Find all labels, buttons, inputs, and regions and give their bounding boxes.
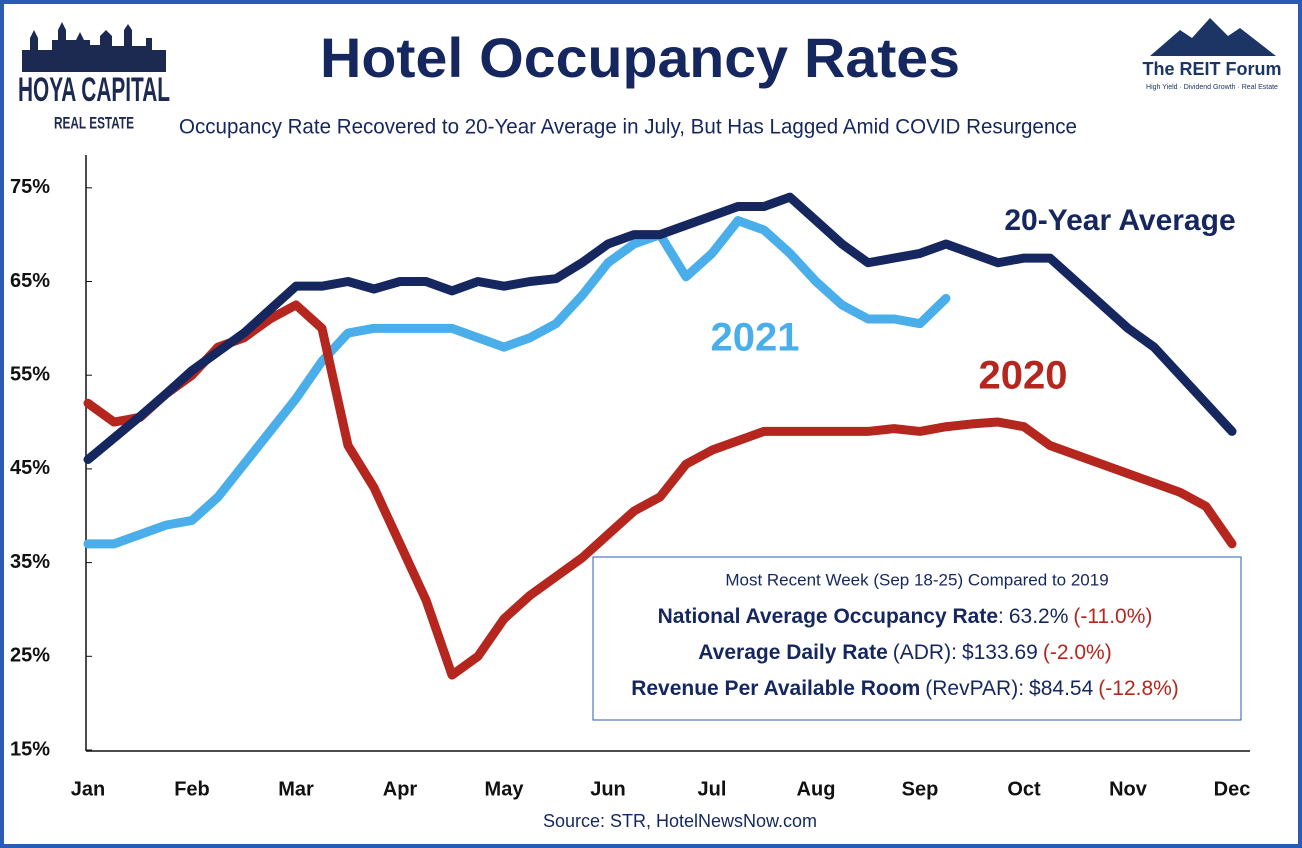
y-tick-label: 25% [10,645,50,667]
x-tick-label: Jun [590,778,626,800]
series-label: 20-Year Average [1004,204,1235,237]
info-label: Revenue Per Available Room [631,677,920,700]
mountains [1150,18,1276,56]
info-heading: Most Recent Week (Sep 18-25) Compared to… [725,570,1108,589]
x-tick-label: Nov [1109,778,1148,800]
x-tick-label: Mar [278,778,314,800]
x-tick-label: May [485,778,525,800]
x-tick-label: Feb [174,778,210,800]
logo-subtext: High Yield · Dividend Growth · Real Esta… [1146,84,1278,91]
y-tick-label: 75% [10,176,50,198]
right-logo: The REIT Forum High Yield · Dividend Gro… [1143,18,1282,91]
source: Source: STR, HotelNewsNow.com [543,811,817,831]
info-value: 63.2% [1009,605,1069,628]
chart-subtitle: Occupancy Rate Recovered to 20-Year Aver… [179,116,1077,139]
x-tick-label: Dec [1214,778,1251,800]
info-row: Revenue Per Available Room (RevPAR): $84.5… [631,677,1179,700]
info-note: (ADR): [893,641,957,664]
info-value: $84.54 [1029,677,1094,700]
x-tick-label: Apr [383,778,418,800]
series-label: 2020 [979,354,1068,398]
info-box-frame [592,556,1242,721]
x-tick-label: Jan [71,778,105,800]
info-change: (-11.0%) [1073,605,1152,628]
info-row: National Average Occupancy Rate: 63.2% (-1… [658,605,1153,628]
chart-title: Hotel Occupancy Rates [320,26,960,89]
info-row: Average Daily Rate (ADR): $133.69 (-2.0%) [698,641,1111,664]
info-label: National Average Occupancy Rate [658,605,998,628]
info-label: Average Daily Rate [698,641,887,664]
x-tick-label: Aug [797,778,836,800]
series-line [83,216,951,549]
info-value: $133.69 [962,641,1038,664]
logo-subtext: REAL ESTATE [54,113,134,132]
y-tick-label: 65% [10,270,50,292]
info-note: (RevPAR): [925,677,1024,700]
y-tick-label: 35% [10,551,50,573]
x-tick-label: Jul [698,778,727,800]
info-change: (-2.0%) [1043,641,1112,664]
y-tick-label: 45% [10,457,50,479]
info-change: (-12.8%) [1098,677,1179,700]
series-line [83,192,1237,465]
y-tick-label: 55% [10,363,50,385]
skyline [22,22,166,72]
x-tick-label: Sep [902,778,939,800]
series-line [83,300,1237,680]
info-box: Most Recent Week (Sep 18-25) Compared to… [592,556,1242,721]
x-tick-label: Oct [1007,778,1041,800]
info-note: : [998,605,1004,628]
logo-text: The REIT Forum [1143,59,1282,79]
series-label: 2021 [711,316,800,360]
y-tick-label: 15% [10,738,50,760]
logo-text: HOYA CAPITAL [18,71,170,109]
left-logo: HOYA CAPITAL REAL ESTATE [18,22,170,132]
